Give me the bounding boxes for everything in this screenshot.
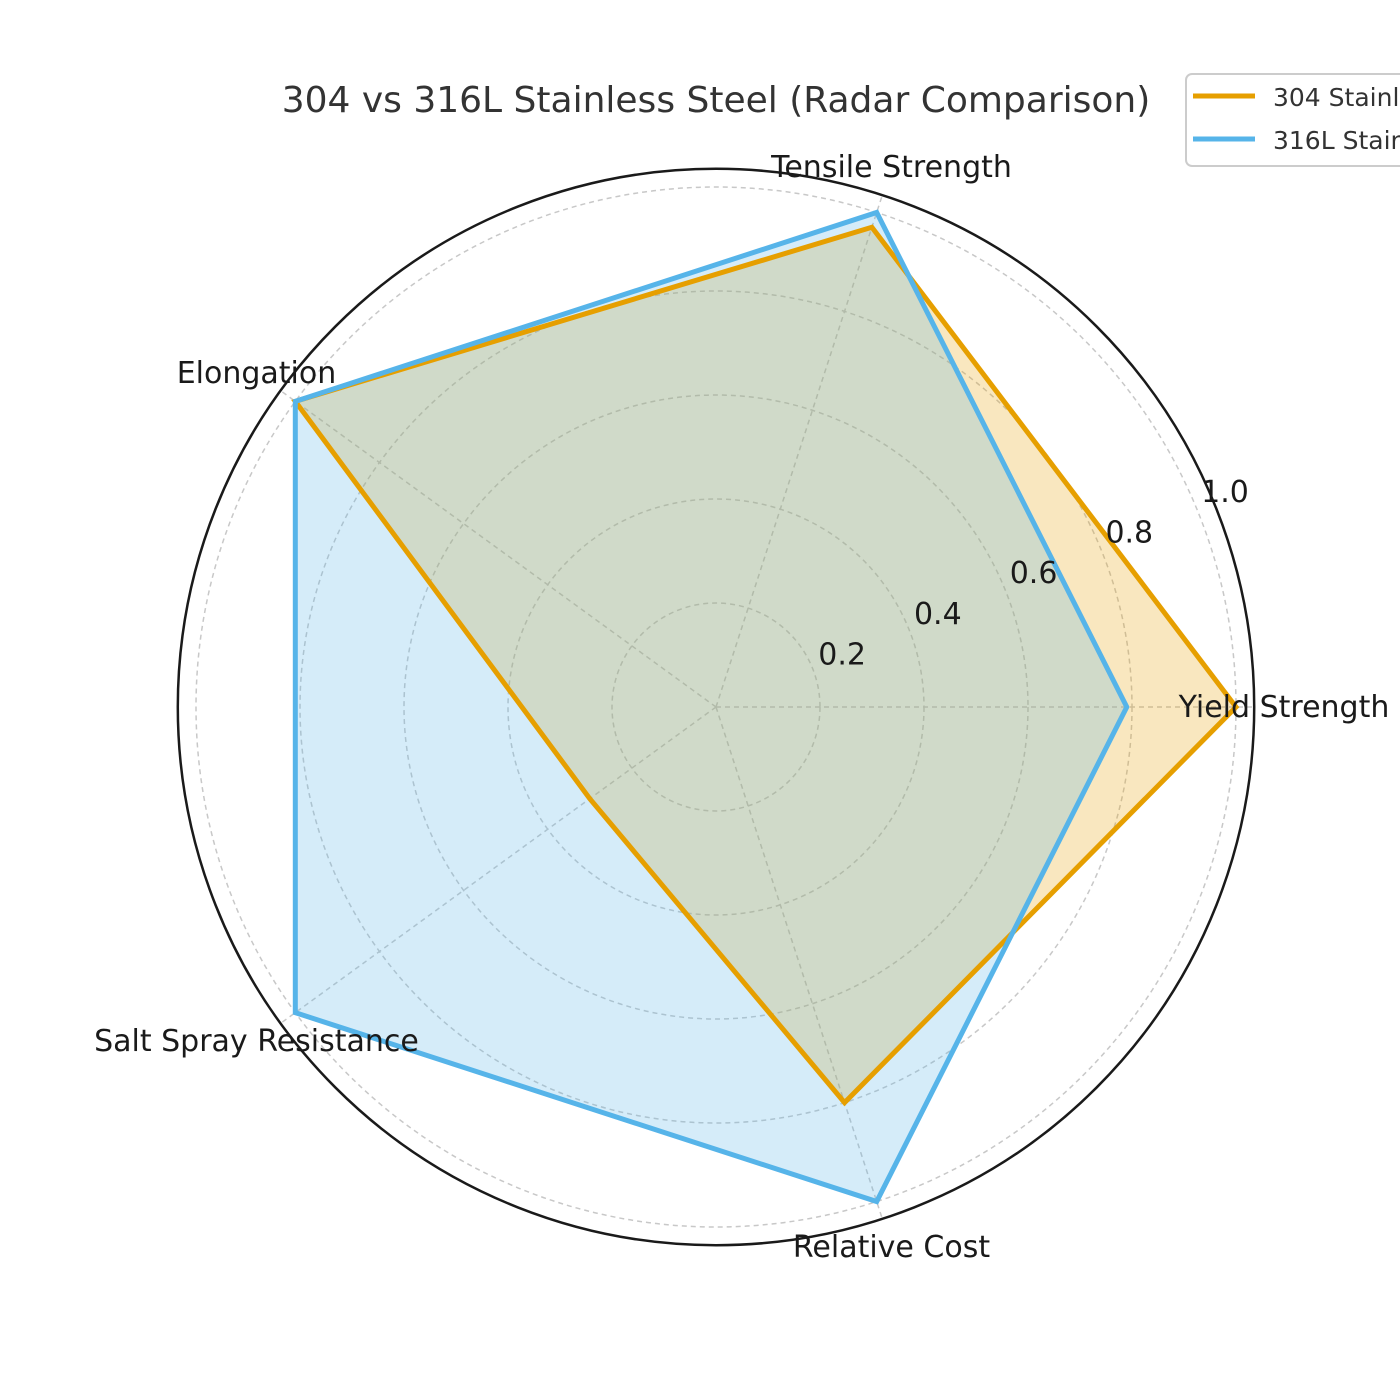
category-label: Yield Strength [1178,690,1390,725]
grid-circle [403,394,1029,1020]
category-label: Salt Spray Resistance [94,1024,419,1059]
radial-tick-label: 0.8 [1105,516,1153,551]
series-line-0 [291,224,1240,1107]
series-fill-1 [295,212,1127,1202]
radial-tick-label: 1.0 [1201,475,1249,510]
category-labels: Yield Strength Tensile Strength Elongation… [94,150,1389,1265]
category-label: Relative Cost [793,1230,990,1265]
legend-label-304: 304 Stainless [1273,83,1400,112]
radial-tick-label: 0.2 [818,637,866,672]
chart-title: 304 vs 316L Stainless Steel (Radar Compa… [282,80,1151,121]
category-label: Elongation [177,356,337,391]
outer-frame [176,167,1256,1247]
radial-tick-label: 0.6 [1010,556,1058,591]
category-label: Tensile Strength [770,150,1012,185]
radial-tick-labels: 0.2 0.4 0.6 0.8 1.0 [818,475,1249,673]
series-line-1 [292,209,1130,1205]
series-fill-0 [295,227,1236,1103]
series-group [291,209,1240,1205]
legend: 304 Stainless 316L Stainless [1185,73,1400,167]
legend-label-316l: 316L Stainless [1273,126,1400,155]
radial-tick-label: 0.4 [914,597,962,632]
